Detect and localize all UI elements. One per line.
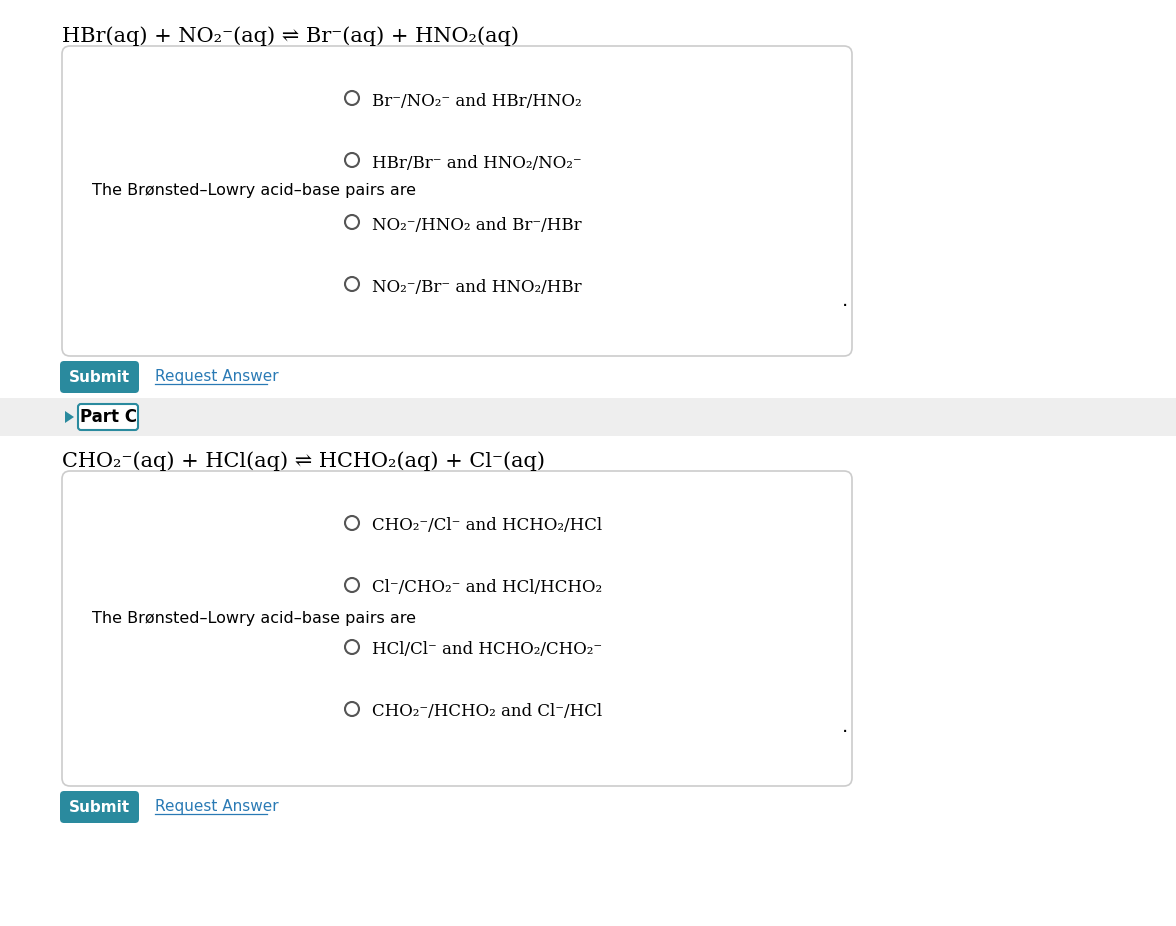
Text: .: . bbox=[842, 292, 848, 310]
FancyBboxPatch shape bbox=[78, 404, 138, 430]
Text: CHO₂⁻/Cl⁻ and HCHO₂/HCl: CHO₂⁻/Cl⁻ and HCHO₂/HCl bbox=[372, 518, 602, 534]
Text: NO₂⁻/HNO₂ and Br⁻/HBr: NO₂⁻/HNO₂ and Br⁻/HBr bbox=[372, 217, 582, 233]
Text: The Brønsted–Lowry acid–base pairs are: The Brønsted–Lowry acid–base pairs are bbox=[92, 183, 416, 198]
Text: .: . bbox=[842, 717, 848, 735]
Text: NO₂⁻/Br⁻ and HNO₂/HBr: NO₂⁻/Br⁻ and HNO₂/HBr bbox=[372, 279, 582, 295]
Text: Submit: Submit bbox=[69, 799, 131, 815]
FancyBboxPatch shape bbox=[62, 471, 851, 786]
Text: Br⁻/NO₂⁻ and HBr/HNO₂: Br⁻/NO₂⁻ and HBr/HNO₂ bbox=[372, 93, 582, 109]
Text: Submit: Submit bbox=[69, 369, 131, 384]
Text: CHO₂⁻(aq) + HCl(aq) ⇌ HCHO₂(aq) + Cl⁻(aq): CHO₂⁻(aq) + HCl(aq) ⇌ HCHO₂(aq) + Cl⁻(aq… bbox=[62, 451, 544, 470]
Text: HBr/Br⁻ and HNO₂/NO₂⁻: HBr/Br⁻ and HNO₂/NO₂⁻ bbox=[372, 155, 582, 171]
FancyBboxPatch shape bbox=[60, 361, 139, 393]
Text: HCl/Cl⁻ and HCHO₂/CHO₂⁻: HCl/Cl⁻ and HCHO₂/CHO₂⁻ bbox=[372, 642, 602, 658]
Text: Part C: Part C bbox=[80, 408, 136, 426]
FancyBboxPatch shape bbox=[62, 46, 851, 356]
FancyBboxPatch shape bbox=[60, 791, 139, 823]
Text: HBr(aq) + NO₂⁻(aq) ⇌ Br⁻(aq) + HNO₂(aq): HBr(aq) + NO₂⁻(aq) ⇌ Br⁻(aq) + HNO₂(aq) bbox=[62, 26, 519, 45]
Polygon shape bbox=[65, 411, 74, 423]
Text: CHO₂⁻/HCHO₂ and Cl⁻/HCl: CHO₂⁻/HCHO₂ and Cl⁻/HCl bbox=[372, 704, 602, 720]
Text: Request Answer: Request Answer bbox=[155, 799, 279, 815]
Text: Request Answer: Request Answer bbox=[155, 369, 279, 384]
Text: Cl⁻/CHO₂⁻ and HCl/HCHO₂: Cl⁻/CHO₂⁻ and HCl/HCHO₂ bbox=[372, 580, 602, 596]
Text: The Brønsted–Lowry acid–base pairs are: The Brønsted–Lowry acid–base pairs are bbox=[92, 611, 416, 626]
Bar bbox=[0, 398, 1176, 436]
